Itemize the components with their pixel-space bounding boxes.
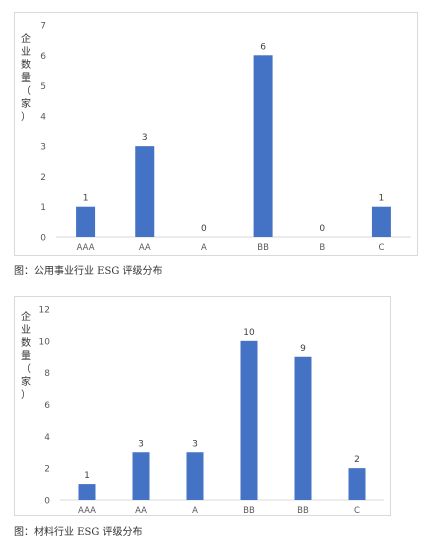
bar-chart-materials: 0 2 4 6 8 10 12 1 AAA 3 AA 3 A 10 BB 9 BB 2 C [39,306,384,516]
chart-caption-utilities: 图：公用事业行业 ESG 评级分布 [14,266,163,277]
y-tick-label: 0 [44,497,50,507]
y-tick-label: 8 [44,369,50,379]
bar-chart-utilities: 0 1 2 3 4 5 6 7 1 AAA 3 AA 0 A 6 BB 0 B 1 C [40,22,411,253]
bar [253,55,273,238]
data-label: 3 [142,133,148,143]
y-tick-label: 5 [40,82,46,92]
x-tick-label: BB [257,243,269,253]
data-label: 1 [379,194,385,204]
y-axis-label: 企业数量（家） [21,34,31,123]
y-tick-label: 6 [40,52,46,62]
y-tick-label: 4 [40,112,46,122]
bar [186,452,204,500]
bar [371,206,391,237]
data-label: 3 [192,439,198,449]
y-tick-label: 6 [44,401,50,411]
x-tick-label: A [201,243,207,253]
x-tick-label: C [354,506,360,516]
bar [294,356,312,500]
x-tick-label: AA [139,243,151,253]
data-label: 0 [319,224,325,234]
data-label: 0 [201,224,207,234]
y-tick-label: 7 [40,22,46,32]
x-tick-label: C [378,243,384,253]
y-axis-label: 企业数量（家） [21,312,31,401]
y-tick-label: 3 [40,143,46,153]
data-label: 6 [260,42,266,52]
bar [132,452,150,500]
x-tick-label: BB [297,506,309,516]
data-label: 1 [83,194,89,204]
x-tick-label: BB [243,506,255,516]
x-tick-label: A [192,506,198,516]
y-tick-label: 2 [44,465,50,475]
x-tick-label: B [319,243,325,253]
data-label: 2 [354,455,360,465]
y-tick-label: 1 [40,203,46,213]
y-tick-label: 12 [39,306,50,316]
data-label: 9 [300,344,306,354]
y-tick-label: 2 [40,173,46,183]
bar [76,206,96,237]
y-tick-label: 10 [39,337,51,347]
data-label: 10 [243,328,255,338]
bar [348,468,366,500]
x-tick-label: AAA [78,506,96,516]
chart-panel-utilities: 企业数量（家） 0 1 2 3 4 5 6 7 1 AAA 3 AA 0 A 6 BB 0 B 1 C [14,12,418,256]
data-label: 3 [138,439,144,449]
y-tick-label: 0 [40,234,46,244]
bar [135,146,155,237]
data-label: 1 [84,471,90,481]
x-tick-label: AA [135,506,147,516]
x-tick-label: AAA [77,243,95,253]
y-tick-label: 4 [44,433,50,443]
chart-panel-materials: 企业数量（家） 0 2 4 6 8 10 12 1 AAA 3 AA 3 A 10 BB 9 BB 2 C [14,296,391,516]
bar [240,340,258,500]
chart-caption-materials: 图：材料行业 ESG 评级分布 [14,527,143,538]
bar [78,484,96,500]
